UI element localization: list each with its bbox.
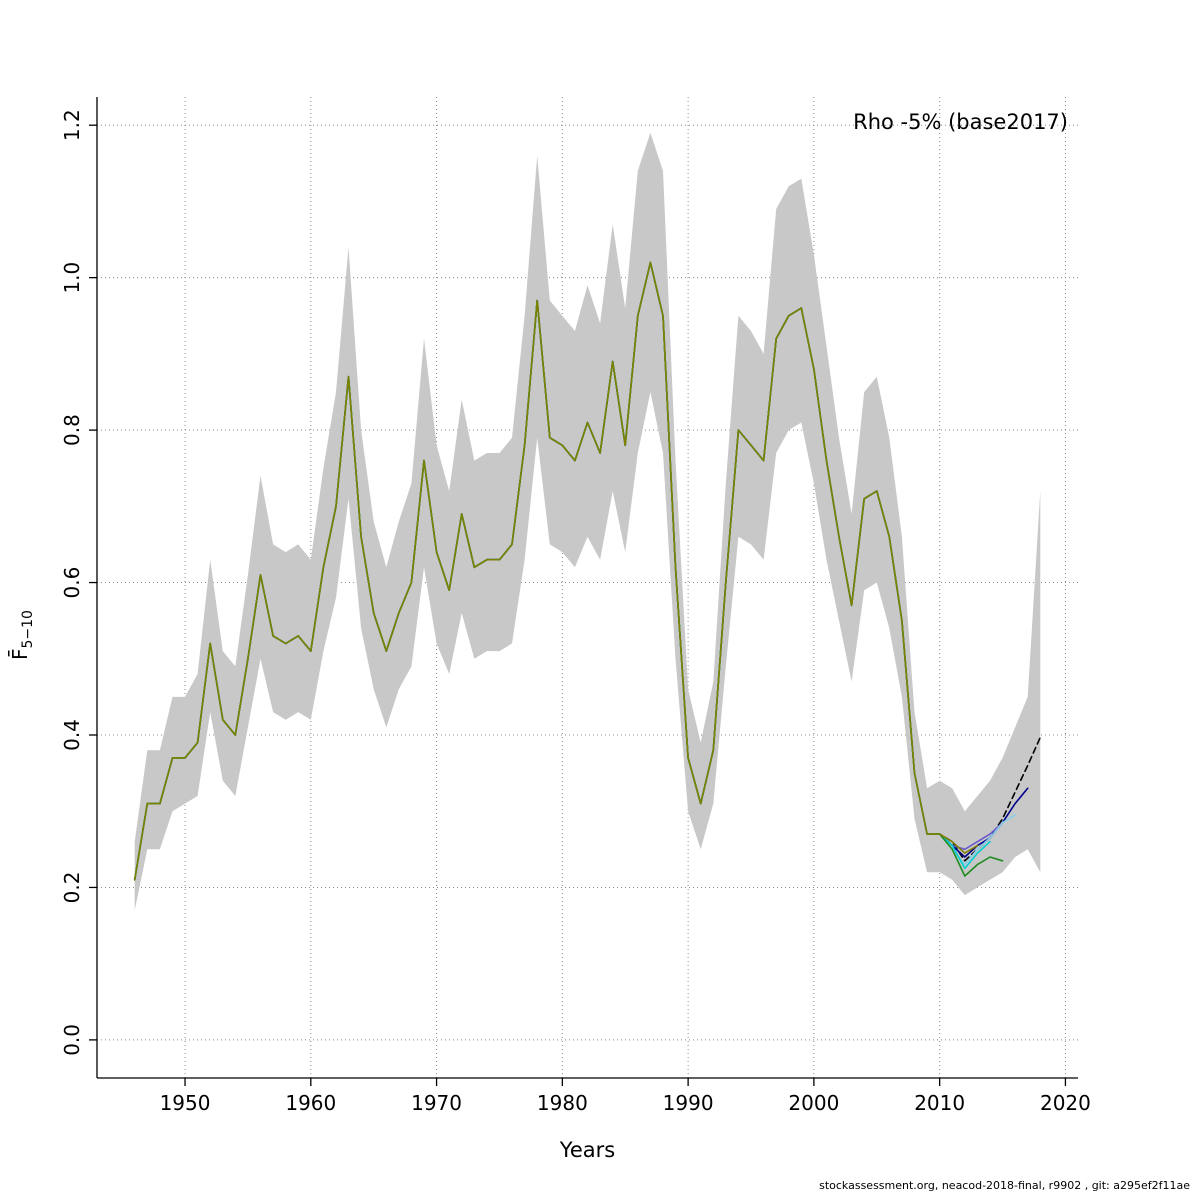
y-tick-label: 0.2	[60, 872, 84, 904]
series-line-retro-olive	[133, 261, 979, 881]
x-axis-title: Years	[559, 1138, 616, 1162]
y-tick-label: 0.6	[60, 567, 84, 599]
x-tick-label: 1960	[285, 1091, 336, 1115]
y-axis-title: F̄5−10	[8, 610, 36, 660]
y-tick-label: 0.8	[60, 414, 84, 446]
x-tick-label: 1980	[537, 1091, 588, 1115]
x-tick-label: 2010	[914, 1091, 965, 1115]
confidence-band	[134, 132, 1041, 911]
axes	[89, 97, 1078, 1086]
y-tick-label: 0.4	[60, 719, 84, 751]
x-tick-label: 1990	[663, 1091, 714, 1115]
x-tick-label: 1970	[411, 1091, 462, 1115]
y-tick-label: 1.0	[60, 262, 84, 294]
y-axis-title-main: F̄	[8, 648, 32, 660]
y-tick-label: 0.0	[60, 1024, 84, 1056]
tick-labels: 1950 1960 1970 1980 1990 2000 2010 2020 0.0 0.2 0.…	[60, 109, 1091, 1115]
grid-lines	[97, 97, 1078, 1078]
x-tick-label: 2020	[1040, 1091, 1091, 1115]
chart-title: Rho -5% (base2017)	[853, 110, 1068, 134]
y-axis-title-subscript: 5−10	[20, 610, 36, 649]
y-tick-label: 1.2	[60, 109, 84, 141]
footer-attribution: stockassessment.org, neacod-2018-final, …	[819, 1179, 1190, 1192]
x-tick-label: 2000	[788, 1091, 839, 1115]
x-tick-label: 1950	[160, 1091, 211, 1115]
